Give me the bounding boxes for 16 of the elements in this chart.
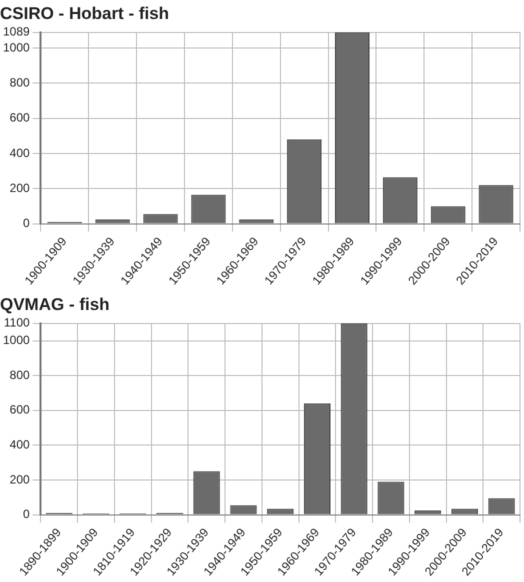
y-tick-label: 200 [10, 472, 30, 486]
y-tick-label: 0 [23, 507, 30, 522]
y-tick-label: 800 [10, 368, 30, 382]
y-tick-label: 600 [10, 402, 30, 417]
y-tick-label: 0 [23, 216, 30, 230]
y-tick-label: 1100 [4, 316, 30, 330]
y-tick-label: 400 [10, 438, 30, 452]
y-tick-label: 400 [10, 146, 30, 160]
y-tick-label: 1089 [2, 24, 30, 39]
y-tick-label: 1000 [2, 40, 30, 54]
y-tick-label: 800 [10, 76, 30, 90]
y-tick-label: 200 [10, 180, 30, 195]
chart-title: CSIRO - Hobart - fish [0, 4, 170, 23]
y-tick-label: 600 [10, 110, 30, 125]
chart-title: QVMAG - fish [0, 294, 110, 314]
y-tick-label: 1000 [2, 333, 30, 348]
